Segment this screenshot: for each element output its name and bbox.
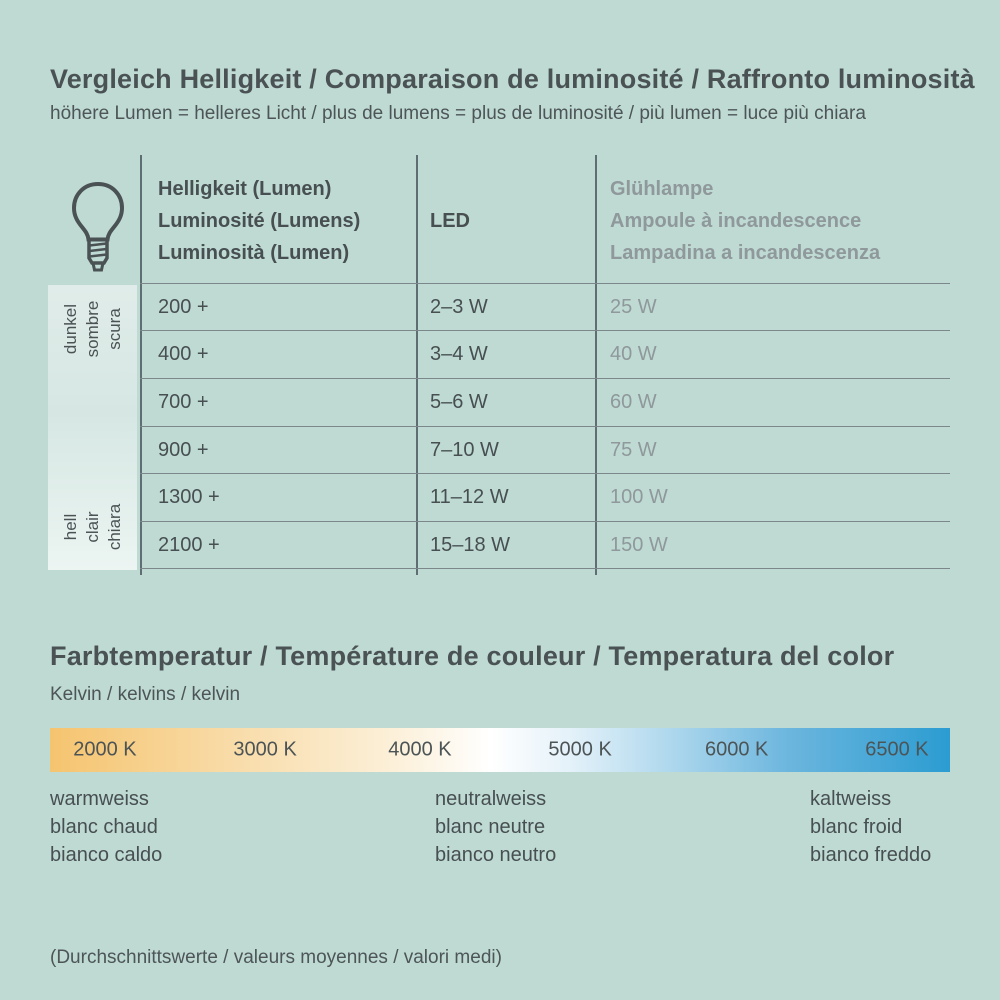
table-row-4-led: 11–12 W <box>430 486 509 508</box>
scale-label-bright-fr: clair <box>83 511 102 543</box>
column-header-incandescent-fr: Ampoule à incandescence <box>610 210 862 232</box>
kelvin-tick-3000: 3000 K <box>233 738 297 761</box>
table-row-4-lumen: 1300 + <box>158 486 220 508</box>
table-row-5-led: 15–18 W <box>430 534 511 556</box>
column-header-lumen-it: Luminosità (Lumen) <box>158 242 350 264</box>
kelvin-tick-5000: 5000 K <box>548 738 612 761</box>
label-cold-white-fr: blanc froid <box>810 816 903 838</box>
label-neutral-white-de: neutralweiss <box>435 788 547 810</box>
label-cold-white-it: bianco freddo <box>810 844 932 866</box>
light-bulb-icon <box>66 181 130 275</box>
table-row-divider <box>140 521 950 522</box>
table-row-2-led: 5–6 W <box>430 391 488 413</box>
label-cold-white-de: kaltweiss <box>810 788 892 810</box>
table-row-5-incandescent: 150 W <box>610 534 668 556</box>
label-neutral-white-fr: blanc neutre <box>435 816 546 838</box>
table-row-divider <box>140 426 950 427</box>
scale-label-dark: dunkel sombre scura <box>60 301 126 358</box>
label-neutral-white-it: bianco neutro <box>435 844 557 866</box>
table-column-divider-1 <box>140 155 142 575</box>
scale-label-bright-de: hell <box>61 513 80 541</box>
label-warm-white: warmweiss blanc chaud bianco caldo <box>50 785 162 869</box>
table-row-1-led: 3–4 W <box>430 343 488 365</box>
table-row-3-incandescent: 75 W <box>610 439 657 461</box>
table-column-divider-2 <box>416 155 418 575</box>
scale-label-dark-de: dunkel <box>61 303 80 355</box>
kelvin-gradient-bar: 2000 K 3000 K 4000 K 5000 K 6000 K 6500 … <box>50 728 950 772</box>
column-header-led: LED <box>430 210 470 232</box>
table-row-divider <box>140 283 950 284</box>
table-column-divider-3 <box>595 155 597 575</box>
column-header-lumen: Helligkeit (Lumen) Luminosité (Lumens) L… <box>158 173 360 269</box>
brightness-scale-strip <box>48 285 137 570</box>
table-row-2-lumen: 700 + <box>158 391 209 413</box>
column-header-incandescent-it: Lampadina a incandescenza <box>610 242 881 264</box>
light-bulb-icon-svg <box>71 181 125 272</box>
kelvin-tick-2000: 2000 K <box>73 738 137 761</box>
table-row-divider <box>140 568 950 569</box>
label-neutral-white: neutralweiss blanc neutre bianco neutro <box>435 785 556 869</box>
column-header-lumen-de: Helligkeit (Lumen) <box>158 178 332 200</box>
table-row-0-led: 2–3 W <box>430 296 488 318</box>
table-row-3-lumen: 900 + <box>158 439 209 461</box>
table-row-1-incandescent: 40 W <box>610 343 657 365</box>
table-row-3-led: 7–10 W <box>430 439 499 461</box>
scale-label-bright: hell clair chiara <box>60 504 126 550</box>
scale-label-bright-it: chiara <box>105 503 124 551</box>
brightness-section-title: Vergleich Helligkeit / Comparaison de lu… <box>50 64 975 94</box>
table-row-5-lumen: 2100 + <box>158 534 220 556</box>
table-row-divider <box>140 378 950 379</box>
label-warm-white-fr: blanc chaud <box>50 816 158 838</box>
label-warm-white-de: warmweiss <box>50 788 149 810</box>
temperature-section-title: Farbtemperatur / Température de couleur … <box>50 641 895 671</box>
kelvin-tick-4000: 4000 K <box>388 738 452 761</box>
table-row-4-incandescent: 100 W <box>610 486 668 508</box>
table-row-1-lumen: 400 + <box>158 343 209 365</box>
column-header-incandescent: Glühlampe Ampoule à incandescence Lampad… <box>610 173 880 269</box>
label-warm-white-it: bianco caldo <box>50 844 163 866</box>
column-header-lumen-fr: Luminosité (Lumens) <box>158 210 361 232</box>
brightness-section-subtitle: höhere Lumen = helleres Licht / plus de … <box>50 103 866 124</box>
kelvin-tick-6000: 6000 K <box>704 738 769 761</box>
kelvin-tick-6500: 6500 K <box>865 738 929 761</box>
table-row-2-incandescent: 60 W <box>610 391 657 413</box>
scale-label-dark-it: scura <box>105 308 124 350</box>
table-row-divider <box>140 330 950 331</box>
temperature-section-subtitle: Kelvin / kelvins / kelvin <box>50 684 241 705</box>
label-cold-white: kaltweiss blanc froid bianco freddo <box>810 785 931 869</box>
column-header-incandescent-de: Glühlampe <box>610 178 714 200</box>
scale-label-dark-fr: sombre <box>83 300 102 358</box>
table-row-divider <box>140 473 950 474</box>
table-row-0-lumen: 200 + <box>158 296 209 318</box>
average-values-footnote: (Durchschnittswerte / valeurs moyennes /… <box>50 947 502 968</box>
table-row-0-incandescent: 25 W <box>610 296 657 318</box>
